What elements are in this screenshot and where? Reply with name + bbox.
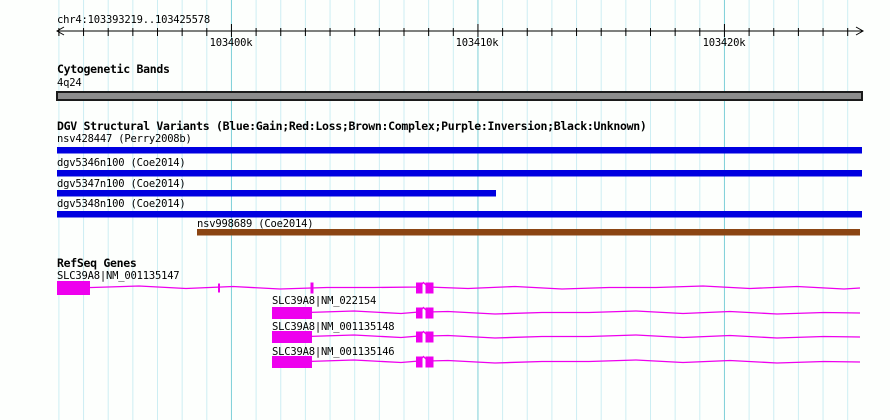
variant-label: dgv5347n100 (Coe2014): [57, 178, 186, 190]
left-arrow-icon: [55, 26, 65, 36]
grid-layer: [58, 0, 849, 420]
exon-box: [310, 282, 314, 294]
tick-label: 103410k: [455, 37, 499, 49]
variant-bar[interactable]: [57, 147, 862, 154]
exon-box: [416, 282, 423, 294]
exon-box: [416, 331, 423, 343]
dgv-title: DGV Structural Variants (Blue:Gain;Red:L…: [57, 119, 647, 133]
gene-model[interactable]: [271, 330, 861, 343]
cytoband-name: 4q24: [57, 77, 82, 89]
variant-label: dgv5348n100 (Coe2014): [57, 198, 186, 210]
cytoband-bar[interactable]: [56, 91, 863, 101]
exon-box: [272, 307, 312, 319]
exon-box: [425, 331, 434, 343]
exon-box: [425, 307, 434, 319]
variant-label: dgv5346n100 (Coe2014): [57, 157, 186, 169]
intron-line: [56, 281, 861, 290]
gene-model[interactable]: [271, 355, 861, 368]
exon-box: [416, 356, 423, 368]
region-label: chr4:103393219..103425578: [57, 14, 211, 26]
refseq-title: RefSeq Genes: [57, 256, 137, 270]
variant-bar[interactable]: [57, 190, 496, 197]
gene-label: SLC39A8|NM_001135146: [272, 346, 395, 358]
exon-box: [218, 283, 220, 293]
exon-box: [425, 356, 434, 368]
gene-model[interactable]: [271, 306, 861, 319]
exon-box: [57, 281, 90, 295]
gene-label: SLC39A8|NM_001135147: [57, 270, 180, 282]
exon-box: [272, 356, 312, 368]
tick-label: 103420k: [702, 37, 746, 49]
ruler: [55, 24, 865, 37]
variant-bar[interactable]: [57, 211, 862, 218]
gene-label: SLC39A8|NM_022154: [272, 295, 377, 307]
variant-bar[interactable]: [57, 170, 862, 177]
right-arrow-icon: [855, 26, 865, 36]
gene-model[interactable]: [56, 281, 861, 295]
variant-bar[interactable]: [197, 229, 860, 236]
variant-label: nsv428447 (Perry2008b): [57, 133, 192, 145]
tick-label: 103400k: [209, 37, 253, 49]
exon-box: [416, 307, 423, 319]
cytobands-title: Cytogenetic Bands: [57, 62, 170, 76]
variant-label: nsv998689 (Coe2014): [197, 218, 314, 230]
gene-label: SLC39A8|NM_001135148: [272, 321, 395, 333]
exon-box: [425, 282, 434, 294]
intron-line: [271, 330, 861, 339]
intron-line: [271, 355, 861, 364]
intron-line: [271, 306, 861, 315]
exon-box: [272, 331, 312, 343]
